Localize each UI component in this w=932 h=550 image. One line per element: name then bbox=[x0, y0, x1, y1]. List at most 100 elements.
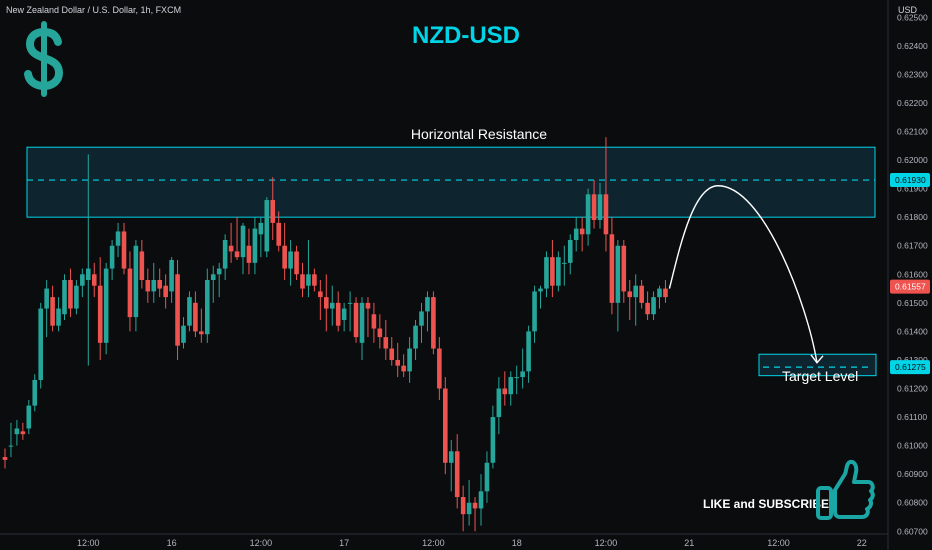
candle bbox=[276, 211, 281, 252]
thumbs-up-icon bbox=[816, 459, 875, 520]
candle bbox=[193, 291, 198, 338]
candle bbox=[324, 274, 329, 332]
candle bbox=[550, 240, 555, 298]
x-tick-label: 12:00 bbox=[250, 538, 273, 548]
candle-body bbox=[44, 288, 49, 309]
x-tick-label: 12:00 bbox=[595, 538, 618, 548]
candle-body bbox=[639, 285, 644, 303]
candle bbox=[127, 251, 133, 332]
candle bbox=[454, 434, 460, 509]
y-tick-label: 0.61900 bbox=[897, 184, 928, 194]
candle bbox=[8, 422, 14, 458]
candle bbox=[103, 262, 109, 355]
dollar-sign-icon bbox=[24, 21, 64, 97]
candle bbox=[448, 439, 454, 492]
candle bbox=[318, 279, 323, 320]
candle bbox=[169, 257, 174, 303]
candle-body bbox=[127, 268, 133, 318]
candle bbox=[246, 228, 252, 275]
candle bbox=[556, 251, 561, 292]
candle-body bbox=[419, 311, 424, 326]
candle bbox=[205, 268, 210, 343]
resistance-label: Horizontal Resistance bbox=[410, 126, 548, 142]
resistance-zone bbox=[26, 146, 876, 218]
candle-body bbox=[115, 231, 121, 246]
candle-body bbox=[163, 285, 168, 298]
candle-body bbox=[556, 257, 561, 286]
candle bbox=[133, 240, 139, 332]
candle-body bbox=[627, 291, 633, 298]
candle bbox=[145, 268, 151, 303]
candle-body bbox=[145, 279, 151, 292]
y-tick-label: 0.62500 bbox=[897, 12, 928, 22]
y-tick-label: 0.62200 bbox=[897, 98, 928, 108]
candle bbox=[347, 291, 353, 332]
candle bbox=[663, 279, 668, 303]
candle-body bbox=[341, 308, 347, 320]
candle-body bbox=[603, 194, 609, 235]
candle bbox=[157, 268, 162, 298]
candle bbox=[579, 217, 585, 252]
candle-body bbox=[460, 497, 466, 515]
candle-body bbox=[97, 285, 103, 343]
candle bbox=[371, 302, 377, 343]
candle bbox=[431, 291, 436, 355]
candle-body bbox=[246, 245, 252, 263]
candle-body bbox=[377, 328, 383, 338]
candle bbox=[490, 405, 496, 469]
candle-body bbox=[80, 274, 85, 286]
candle bbox=[585, 188, 591, 246]
candle bbox=[651, 291, 656, 320]
candle-body bbox=[633, 285, 638, 298]
candle bbox=[335, 291, 341, 332]
candle-body bbox=[300, 274, 305, 289]
candle-body bbox=[50, 297, 55, 326]
candle-body bbox=[74, 285, 79, 309]
candle bbox=[472, 497, 478, 532]
candle-body bbox=[258, 222, 264, 235]
candle bbox=[91, 262, 97, 298]
candle bbox=[163, 274, 168, 309]
y-tick-label: 0.62400 bbox=[897, 41, 928, 51]
candle-body bbox=[324, 297, 329, 309]
candle bbox=[294, 245, 299, 280]
candle-body bbox=[621, 245, 627, 292]
candle-body bbox=[193, 302, 198, 332]
candle-body bbox=[234, 251, 240, 258]
candle-body bbox=[472, 502, 478, 509]
candle-body bbox=[347, 302, 353, 304]
candle-body bbox=[139, 251, 145, 280]
candle bbox=[264, 197, 270, 258]
candle-body bbox=[264, 200, 270, 252]
candle-body bbox=[573, 228, 579, 241]
candle-body bbox=[312, 274, 317, 286]
candle-body bbox=[187, 297, 192, 326]
candle-body bbox=[14, 428, 20, 435]
y-tick-label: 0.61500 bbox=[897, 298, 928, 308]
candle-body bbox=[151, 279, 157, 292]
x-tick-label: 12:00 bbox=[77, 538, 100, 548]
candle bbox=[199, 308, 204, 343]
candle-body bbox=[395, 359, 400, 366]
candle-body bbox=[437, 348, 442, 389]
candle-body bbox=[175, 274, 180, 346]
candle bbox=[466, 479, 472, 526]
candle-body bbox=[353, 302, 359, 338]
candle-body bbox=[484, 462, 490, 492]
candle bbox=[270, 177, 276, 241]
candle bbox=[115, 222, 121, 258]
y-tick-label: 0.61100 bbox=[897, 412, 927, 422]
candle-body bbox=[651, 297, 656, 315]
candle bbox=[74, 279, 79, 315]
target-zone bbox=[758, 353, 877, 377]
candle bbox=[502, 371, 508, 406]
candle bbox=[365, 297, 371, 338]
candle-body bbox=[538, 288, 543, 292]
candle-body bbox=[56, 308, 61, 326]
candle bbox=[32, 374, 38, 412]
cta-label: LIKE and SUBSCRIBE bbox=[703, 497, 830, 511]
candle bbox=[484, 451, 490, 503]
candle bbox=[86, 154, 91, 366]
candle bbox=[627, 279, 633, 320]
